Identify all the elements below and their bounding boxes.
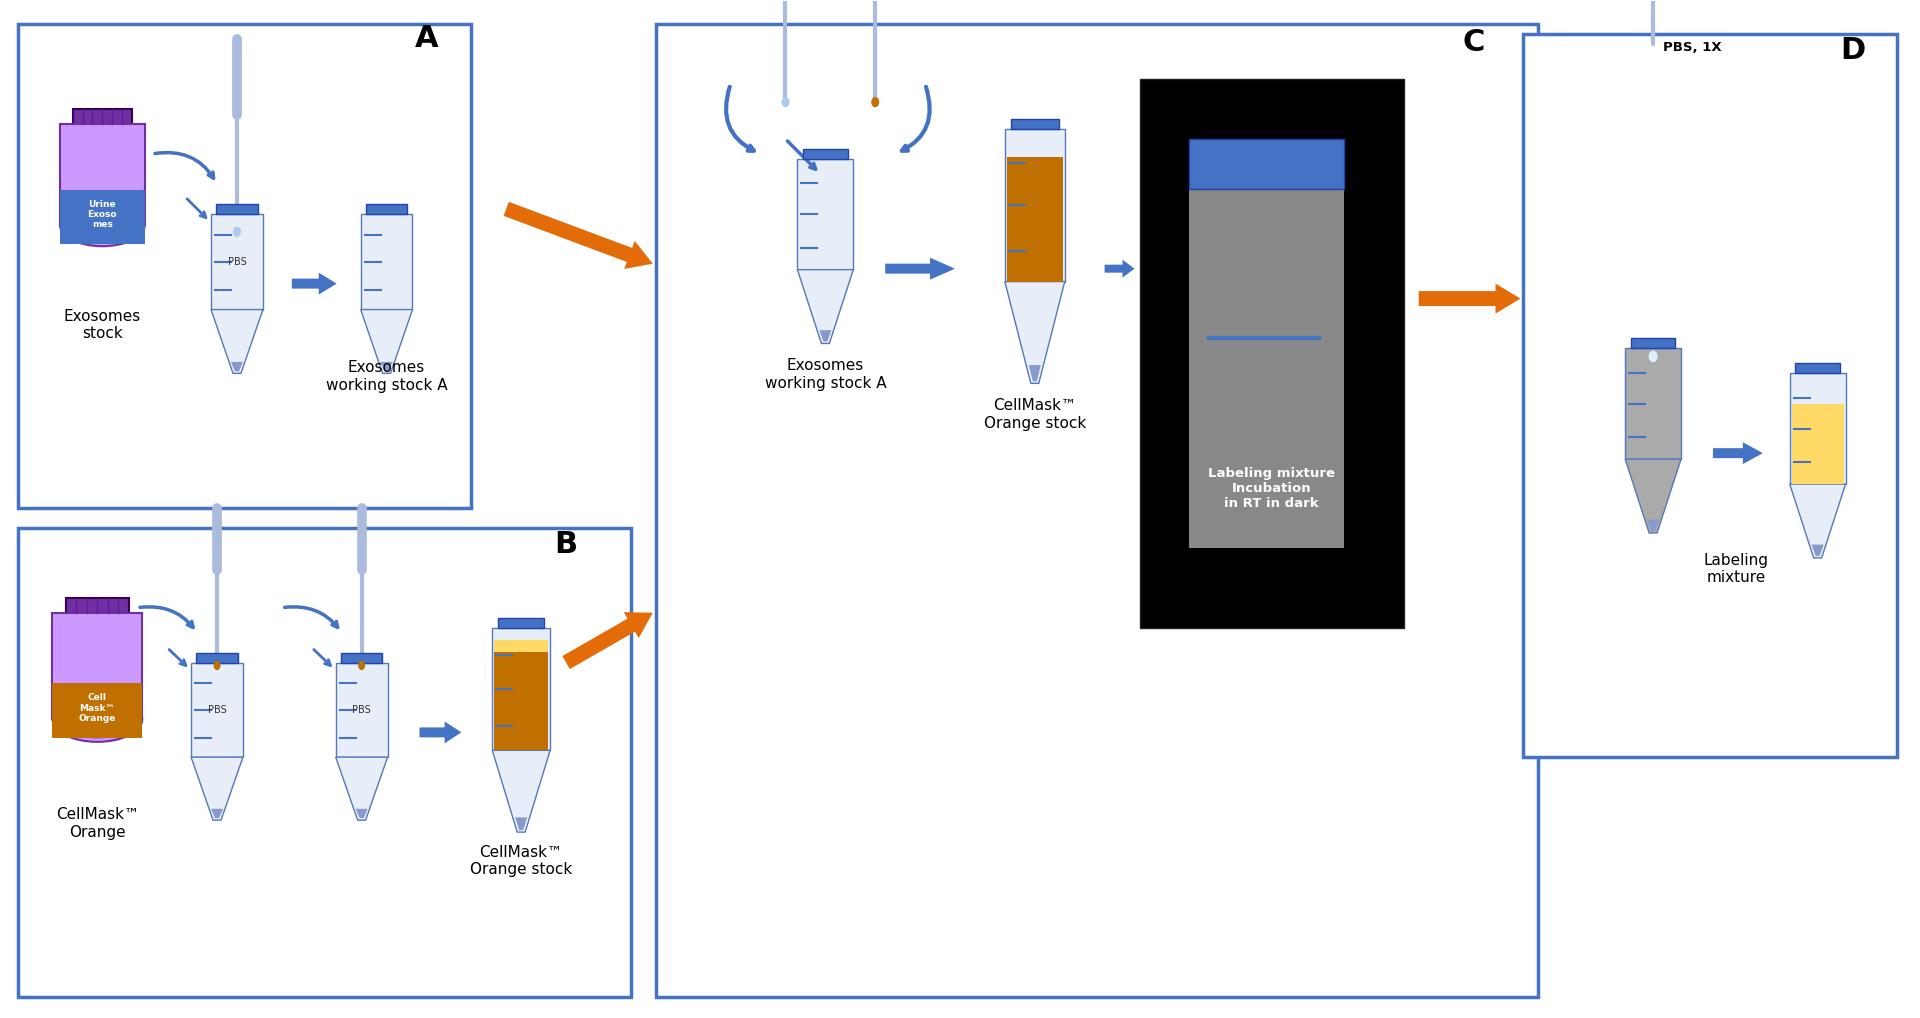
Text: CellMask™
Orange stock: CellMask™ Orange stock: [983, 398, 1087, 431]
Text: Exosomes
stock: Exosomes stock: [63, 308, 140, 341]
Polygon shape: [355, 809, 367, 818]
Text: PBS: PBS: [351, 704, 371, 715]
Text: C: C: [1463, 29, 1484, 57]
Bar: [1006, 157, 1062, 282]
Ellipse shape: [60, 204, 144, 246]
Bar: [493, 640, 547, 653]
Polygon shape: [1789, 485, 1845, 558]
Polygon shape: [1419, 284, 1521, 314]
Polygon shape: [211, 809, 223, 818]
Bar: [1624, 348, 1682, 459]
Text: CellMask™
Orange stock: CellMask™ Orange stock: [470, 845, 572, 878]
Bar: [217, 204, 257, 214]
Polygon shape: [1647, 519, 1659, 531]
Bar: [803, 149, 849, 159]
Bar: [192, 663, 244, 757]
Text: Urine
Exoso
mes: Urine Exoso mes: [88, 200, 117, 229]
Polygon shape: [1029, 365, 1041, 382]
Polygon shape: [1812, 545, 1824, 556]
Bar: [1004, 129, 1066, 282]
Bar: [211, 214, 263, 309]
Polygon shape: [1713, 442, 1763, 464]
Polygon shape: [1004, 282, 1066, 384]
Text: PBS, 1X: PBS, 1X: [1663, 41, 1722, 54]
FancyBboxPatch shape: [1139, 79, 1404, 628]
Ellipse shape: [52, 697, 142, 742]
Polygon shape: [211, 309, 263, 374]
Bar: [1630, 338, 1676, 348]
Bar: [65, 598, 129, 613]
Polygon shape: [492, 750, 551, 832]
Bar: [361, 214, 413, 309]
Polygon shape: [885, 258, 954, 280]
Polygon shape: [380, 361, 392, 372]
Bar: [1010, 119, 1058, 129]
FancyBboxPatch shape: [52, 613, 142, 720]
Polygon shape: [503, 202, 653, 269]
Polygon shape: [230, 361, 244, 372]
Bar: [196, 653, 238, 663]
Polygon shape: [1624, 459, 1682, 533]
FancyBboxPatch shape: [1523, 35, 1897, 757]
Polygon shape: [563, 612, 653, 669]
Text: Exosomes
working stock A: Exosomes working stock A: [326, 360, 447, 393]
Text: PBS: PBS: [207, 704, 227, 715]
Text: Labeling
mixture: Labeling mixture: [1703, 553, 1768, 585]
Bar: [1188, 169, 1344, 548]
Polygon shape: [361, 309, 413, 374]
Polygon shape: [797, 270, 852, 343]
Text: B: B: [555, 530, 578, 559]
Bar: [1791, 404, 1843, 485]
Bar: [73, 109, 132, 124]
Ellipse shape: [232, 227, 242, 237]
Bar: [492, 628, 551, 750]
Ellipse shape: [781, 97, 789, 107]
FancyBboxPatch shape: [17, 24, 470, 508]
Text: PBS: PBS: [228, 257, 246, 267]
Ellipse shape: [359, 661, 365, 670]
Polygon shape: [192, 757, 244, 821]
Bar: [1188, 139, 1344, 189]
Text: Cell
Mask™
Orange: Cell Mask™ Orange: [79, 693, 115, 723]
Bar: [493, 653, 547, 750]
Bar: [60, 189, 144, 244]
Polygon shape: [820, 330, 831, 341]
Ellipse shape: [75, 723, 119, 738]
Bar: [1789, 374, 1845, 485]
Bar: [342, 653, 382, 663]
Bar: [497, 618, 545, 628]
Text: CellMask™
Orange: CellMask™ Orange: [56, 807, 138, 840]
Bar: [52, 683, 142, 738]
Ellipse shape: [213, 661, 221, 670]
Text: Labeling mixture
Incubation
in RT in dark: Labeling mixture Incubation in RT in dar…: [1208, 466, 1334, 510]
FancyBboxPatch shape: [17, 528, 632, 997]
Bar: [797, 159, 852, 270]
FancyBboxPatch shape: [657, 24, 1538, 997]
Polygon shape: [292, 273, 336, 294]
Polygon shape: [515, 817, 528, 830]
Bar: [336, 663, 388, 757]
Text: D: D: [1839, 37, 1864, 65]
Polygon shape: [419, 722, 461, 743]
Polygon shape: [336, 757, 388, 821]
Text: Exosomes
working stock A: Exosomes working stock A: [764, 358, 887, 391]
FancyBboxPatch shape: [60, 124, 144, 225]
Bar: [1795, 363, 1839, 374]
Ellipse shape: [1649, 350, 1657, 362]
Ellipse shape: [872, 97, 879, 107]
Bar: [367, 204, 407, 214]
Polygon shape: [1104, 260, 1135, 278]
Text: A: A: [415, 24, 438, 53]
Ellipse shape: [81, 228, 123, 243]
